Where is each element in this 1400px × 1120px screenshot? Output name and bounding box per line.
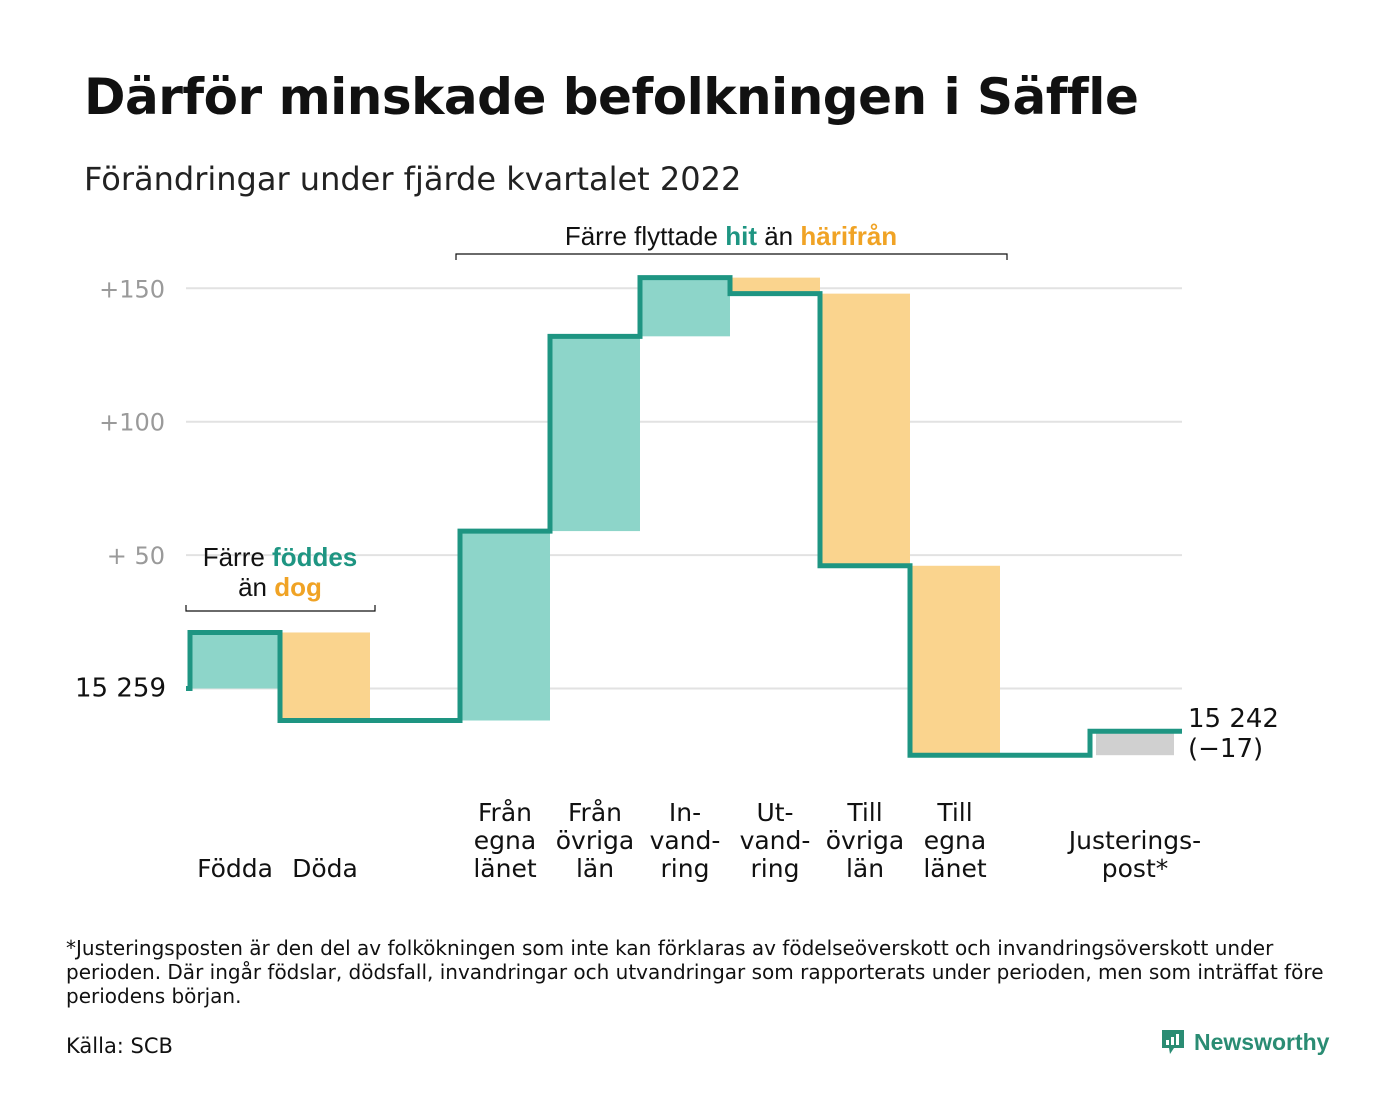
newsworthy-logo-icon	[1162, 1030, 1184, 1054]
category-label: Justerings-	[1067, 826, 1201, 855]
category-label: egna	[924, 826, 986, 855]
bar	[640, 277, 730, 337]
bar	[550, 336, 640, 532]
category-label: post*	[1102, 854, 1169, 883]
category-label: övriga	[556, 826, 635, 855]
footnote: *Justeringsposten är den del av folkökni…	[66, 936, 1324, 1008]
category-label: Födda	[197, 854, 273, 883]
category-label: länet	[473, 854, 536, 883]
category-label: län	[846, 854, 884, 883]
annotation-births-line2: än dog	[238, 572, 322, 602]
y-tick-label: +150	[99, 275, 165, 303]
category-label: Till	[936, 798, 972, 827]
newsworthy-brand: Newsworthy	[1160, 1028, 1329, 1056]
bar	[730, 277, 820, 294]
category-label: Till	[846, 798, 882, 827]
bar	[280, 632, 370, 721]
category-label: Ut-	[756, 798, 793, 827]
chart-title: Därför minskade befolkningen i Säffle	[84, 68, 1139, 126]
end-value-label: 15 242	[1188, 704, 1279, 734]
bar	[460, 531, 550, 721]
category-label: Döda	[292, 854, 358, 883]
end-change-label: (−17)	[1188, 734, 1263, 764]
category-label: ring	[751, 854, 800, 883]
bar	[190, 632, 280, 689]
annotation-bracket-births	[185, 605, 376, 612]
start-value-label: 15 259	[75, 674, 166, 704]
category-label: Från	[568, 798, 622, 827]
brand-name: Newsworthy	[1194, 1028, 1330, 1055]
waterfall-chart: + 50 +100 +150 15 259 15 242(−17) Födda Döda Fr…	[75, 221, 1279, 883]
category-label: län	[576, 854, 614, 883]
bar	[820, 293, 910, 566]
bar	[1096, 731, 1174, 756]
chart-subtitle: Förändringar under fjärde kvartalet 2022	[84, 160, 742, 198]
annotation-migration: Färre flyttade hit än härifrån	[565, 221, 897, 251]
category-label: ring	[661, 854, 710, 883]
annotation-births-line1: Färre föddes	[203, 542, 358, 572]
category-label: vand-	[740, 826, 811, 855]
category-label: In-	[669, 798, 701, 827]
running-total-line	[186, 275, 1182, 758]
category-label: Från	[478, 798, 532, 827]
category-label: vand-	[650, 826, 721, 855]
source-note: Källa: SCB	[66, 1034, 173, 1058]
y-tick-label: +100	[99, 409, 165, 437]
annotation-bracket-migration	[455, 253, 1008, 260]
category-label: övriga	[826, 826, 905, 855]
category-label: länet	[923, 854, 986, 883]
bar	[910, 565, 1000, 756]
category-label: egna	[474, 826, 536, 855]
y-tick-label: + 50	[107, 542, 165, 570]
